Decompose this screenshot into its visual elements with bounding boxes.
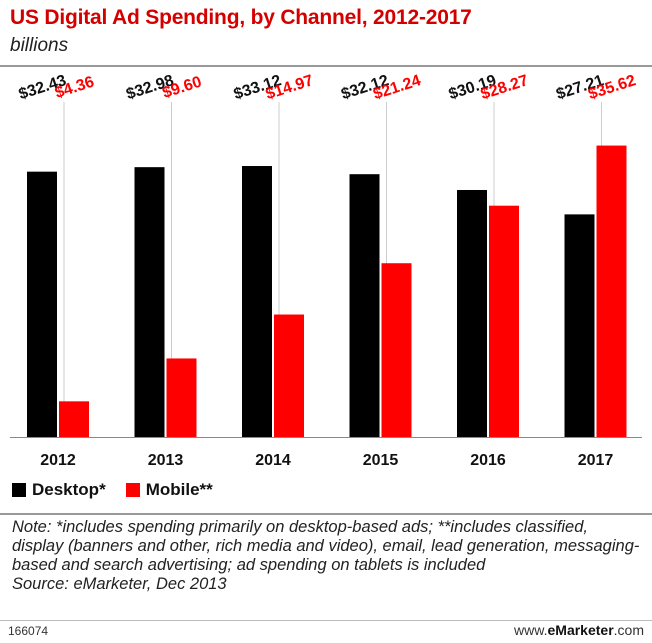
chart-subtitle: billions (10, 35, 69, 56)
bar-mobile (489, 205, 519, 437)
bar-chart: $32.43$4.362012$32.98$9.602013$33.12$14.… (10, 72, 642, 469)
notes-block: Note: *includes spending primarily on de… (12, 518, 642, 594)
x-tick-label: 2017 (578, 452, 614, 469)
top-divider (0, 65, 652, 67)
chart-id: 166074 (8, 624, 49, 638)
x-tick-label: 2013 (148, 452, 184, 469)
legend-label-mobile: Mobile** (145, 480, 213, 499)
bar-mobile (274, 314, 304, 437)
x-tick-label: 2012 (40, 452, 76, 469)
bar-desktop (349, 174, 380, 437)
x-tick-label: 2015 (363, 452, 399, 469)
chart-title: US Digital Ad Spending, by Channel, 2012… (10, 6, 472, 29)
bar-desktop (564, 214, 595, 437)
brand-credit: www.eMarketer.com (514, 622, 644, 638)
brand-suffix: .com (613, 622, 644, 638)
bar-mobile (166, 358, 197, 437)
bar-desktop (457, 189, 487, 437)
bar-mobile (59, 401, 89, 437)
legend: Desktop* Mobile** (12, 480, 233, 500)
mid-divider (0, 513, 652, 515)
source-text: Source: eMarketer, Dec 2013 (12, 575, 227, 593)
legend-swatch-mobile (125, 483, 140, 497)
bar-desktop (134, 167, 165, 437)
brand-name: eMarketer (547, 622, 614, 638)
x-tick-label: 2016 (470, 452, 506, 469)
bar-mobile (596, 145, 627, 437)
brand-prefix: www. (514, 622, 548, 638)
legend-swatch-desktop (12, 483, 26, 497)
legend-item-mobile: Mobile** (125, 480, 213, 500)
bar-mobile (381, 263, 412, 437)
note-text: Note: *includes spending primarily on de… (12, 518, 640, 574)
legend-item-desktop: Desktop* (12, 480, 106, 500)
bar-desktop (27, 171, 57, 437)
bottom-divider (0, 620, 652, 621)
bar-desktop (242, 166, 272, 437)
x-tick-label: 2014 (255, 452, 291, 469)
legend-label-desktop: Desktop* (32, 480, 106, 499)
